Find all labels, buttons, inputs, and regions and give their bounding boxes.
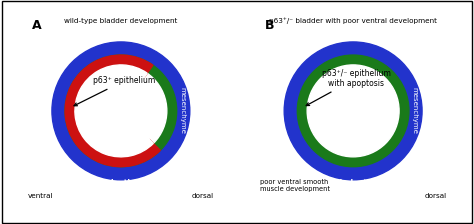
Text: p63⁺/⁻ epithelium
with apoptosis: p63⁺/⁻ epithelium with apoptosis [306, 69, 391, 106]
Circle shape [314, 71, 392, 150]
Text: p63⁺/⁻ bladder with poor ventral development: p63⁺/⁻ bladder with poor ventral develop… [269, 18, 437, 24]
Text: mesenchyme: mesenchyme [179, 87, 185, 134]
Circle shape [75, 65, 167, 157]
Text: ventral: ventral [27, 193, 53, 198]
Text: p63⁺ epithelium: p63⁺ epithelium [74, 76, 155, 106]
Text: no induction: no induction [326, 179, 380, 188]
Wedge shape [65, 55, 160, 167]
Text: B: B [264, 19, 274, 32]
Circle shape [284, 42, 422, 180]
Text: induction: induction [100, 179, 141, 188]
Wedge shape [75, 65, 154, 157]
Text: poor ventral smooth
muscle development: poor ventral smooth muscle development [260, 179, 330, 192]
Text: dorsal: dorsal [192, 193, 214, 198]
Circle shape [65, 55, 177, 167]
Text: dorsal: dorsal [424, 193, 447, 198]
Circle shape [297, 55, 409, 167]
Text: mesenchyme: mesenchyme [411, 87, 418, 134]
Circle shape [307, 65, 399, 157]
Text: wild-type bladder development: wild-type bladder development [64, 18, 178, 24]
Circle shape [52, 42, 190, 180]
Circle shape [82, 71, 160, 150]
Text: A: A [32, 19, 42, 32]
